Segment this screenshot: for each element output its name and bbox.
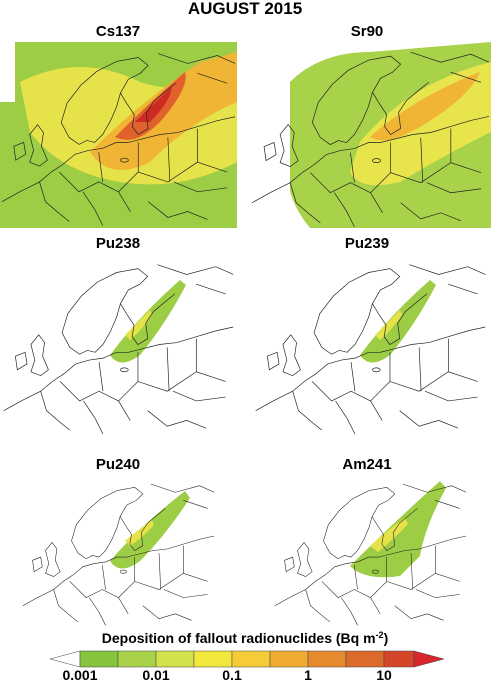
colorbar-segment <box>49 650 81 668</box>
panel-label: Pu239 <box>345 235 389 252</box>
panel-label: Pu240 <box>96 456 140 473</box>
colorbar-segment <box>155 650 195 668</box>
deposition-field <box>135 87 172 122</box>
deposition-field <box>375 310 402 340</box>
map-panel <box>0 42 237 228</box>
deposition-field <box>125 520 154 546</box>
colorbar-tick-label: 0.1 <box>222 667 242 683</box>
panel-label: Sr90 <box>351 23 384 40</box>
map-panel <box>3 264 234 435</box>
deposition-field <box>110 491 190 569</box>
panel-label: Am241 <box>342 456 391 473</box>
colorbar-segment <box>345 650 385 668</box>
colorbar-segment <box>383 650 415 668</box>
panel-label: Pu238 <box>96 235 140 252</box>
deposition-field <box>0 42 15 102</box>
colorbar-tick-label: 0.001 <box>62 667 97 683</box>
deposition-field <box>125 310 152 340</box>
colorbar-tick-label: 1 <box>304 667 312 683</box>
map-panel <box>22 483 215 626</box>
colorbar-segment <box>79 650 119 668</box>
deposition-field <box>250 42 290 228</box>
figure-title: AUGUST 2015 <box>188 0 302 18</box>
colorbar-title-end: ) <box>384 630 389 646</box>
colorbar-segment <box>269 650 309 668</box>
colorbar-segment <box>117 650 157 668</box>
colorbar-title-text: Deposition of fallout radionuclides (Bq … <box>102 630 376 646</box>
colorbar-title: Deposition of fallout radionuclides (Bq … <box>102 630 388 646</box>
deposition-field <box>360 280 436 363</box>
colorbar-tick-label: 0.01 <box>142 667 169 683</box>
colorbar-segment <box>307 650 347 668</box>
map-panel <box>250 42 491 228</box>
map-panel <box>255 264 486 435</box>
deposition-field <box>110 280 186 363</box>
colorbar-unit-exponent: -2 <box>376 630 384 640</box>
colorbar <box>49 650 445 668</box>
map-panel <box>274 481 467 626</box>
colorbar-segment <box>413 650 445 668</box>
deposition-field <box>370 72 480 141</box>
panel-label: Cs137 <box>96 23 140 40</box>
colorbar-tick-label: 10 <box>376 667 392 683</box>
colorbar-segment <box>231 650 271 668</box>
deposition-field <box>370 518 408 552</box>
colorbar-segment <box>193 650 233 668</box>
